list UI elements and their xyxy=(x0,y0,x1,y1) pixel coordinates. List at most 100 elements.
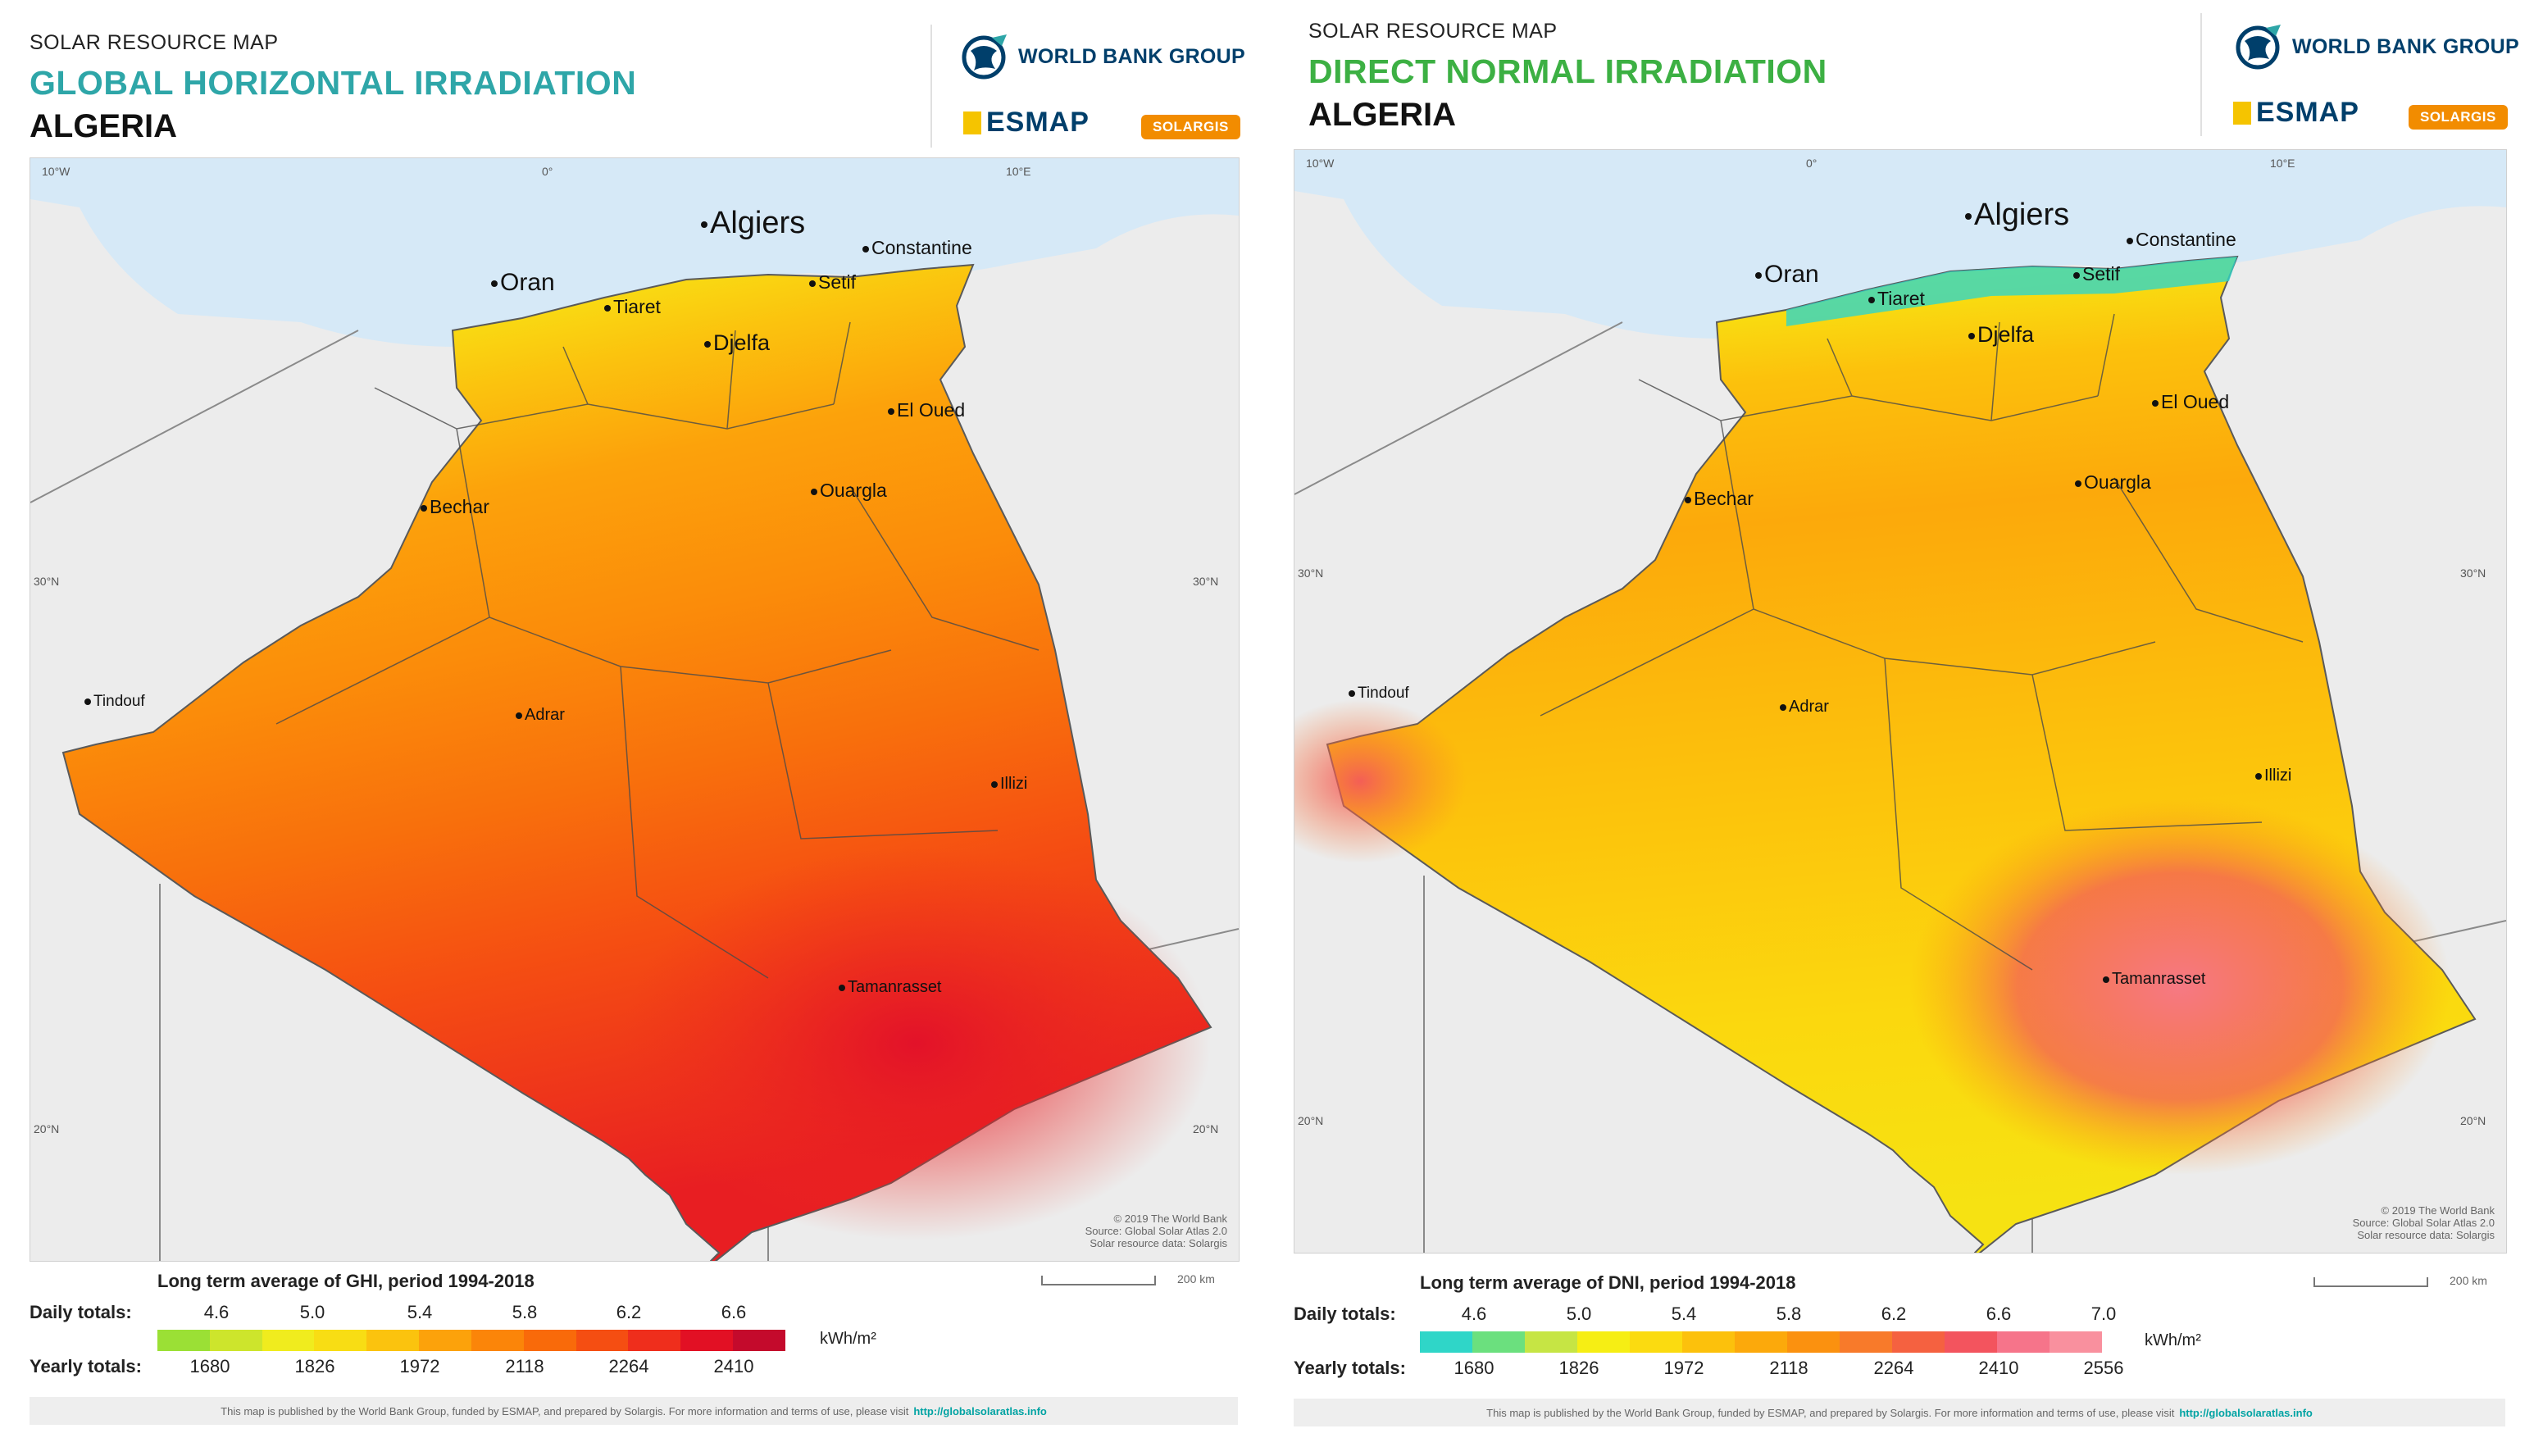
header-divider xyxy=(2200,13,2202,136)
footer-link[interactable]: http://globalsolaratlas.info xyxy=(913,1404,1047,1417)
legend-color-swatch xyxy=(471,1330,524,1351)
footer-link[interactable]: http://globalsolaratlas.info xyxy=(2179,1406,2313,1419)
yearly-value: 2118 xyxy=(1769,1358,1808,1378)
legend-color-swatch xyxy=(575,1330,629,1351)
legend-color-swatch xyxy=(366,1330,420,1351)
dni-map-panel: SOLAR RESOURCE MAP DIRECT NORMAL IRRADIA… xyxy=(1279,0,2534,1456)
yearly-value: 1826 xyxy=(294,1356,335,1376)
esmap-logo: ESMAP xyxy=(963,107,1090,139)
legend-color-swatch xyxy=(1682,1331,1735,1353)
world-bank-logo: WORLD BANK GROUP xyxy=(959,33,1245,80)
world-bank-name: WORLD BANK GROUP xyxy=(1018,44,1246,68)
lat-label-30n-west: 30°N xyxy=(34,575,60,588)
lon-label-10w: 10°W xyxy=(42,165,71,178)
yearly-value: 1680 xyxy=(1454,1358,1494,1378)
scale-label: 200 km xyxy=(2450,1274,2487,1287)
legend-unit: kWh/m² xyxy=(820,1330,876,1348)
legend-color-swatch xyxy=(523,1330,576,1351)
credit-line: Solar resource data: Solargis xyxy=(1090,1237,1227,1249)
city-algiers: Algiers xyxy=(701,206,805,241)
map-supertitle: SOLAR RESOURCE MAP xyxy=(1308,20,1558,43)
city-djelfa: Djelfa xyxy=(704,330,770,356)
lon-label-0: 0° xyxy=(542,165,553,178)
city-tindouf: Tindouf xyxy=(84,693,145,711)
dni-map xyxy=(1294,150,2506,1253)
lat-label-20n-east: 20°N xyxy=(1193,1122,1219,1135)
globe-icon xyxy=(2236,25,2281,70)
legend-color-swatch xyxy=(2049,1331,2102,1353)
daily-value: 5.8 xyxy=(1776,1304,1802,1324)
legend-color-swatch xyxy=(1787,1331,1840,1353)
city-tiaret: Tiaret xyxy=(1868,288,1925,310)
city-setif: Setif xyxy=(809,271,856,293)
legend-color-swatch xyxy=(209,1330,262,1351)
daily-totals-label: Daily totals: xyxy=(1294,1304,1396,1324)
city-ouargla: Ouargla xyxy=(811,480,887,502)
city-tiaret: Tiaret xyxy=(604,296,661,318)
globe-icon xyxy=(962,34,1007,80)
credit-line: © 2019 The World Bank xyxy=(2381,1204,2495,1217)
ghi-map xyxy=(30,158,1239,1261)
map-title: GLOBAL HORIZONTAL IRRADIATION xyxy=(30,64,637,102)
legend-color-swatch xyxy=(1525,1331,1577,1353)
city-adrar: Adrar xyxy=(1780,698,1829,717)
map-title: DIRECT NORMAL IRRADIATION xyxy=(1308,52,1827,90)
city-illizi: Illizi xyxy=(991,775,1027,794)
map-credits: © 2019 The World Bank Source: Global Sol… xyxy=(2353,1204,2495,1241)
country-name: ALGERIA xyxy=(1308,97,1456,133)
daily-value: 6.6 xyxy=(1986,1304,2012,1324)
daily-value: 5.0 xyxy=(299,1302,325,1322)
lat-label-30n-east: 30°N xyxy=(1193,575,1219,588)
solargis-logo: SOLARGIS xyxy=(1141,115,1240,139)
city-oran: Oran xyxy=(1755,261,1819,289)
hot-zone-overlay xyxy=(1909,798,2450,1175)
yearly-totals-label: Yearly totals: xyxy=(1294,1358,1406,1378)
city-setif: Setif xyxy=(2073,263,2120,285)
province-borders xyxy=(1540,313,2304,971)
lat-label-20n-east: 20°N xyxy=(2460,1114,2486,1127)
map-credits: © 2019 The World Bank Source: Global Sol… xyxy=(1085,1213,1227,1249)
hot-zone-overlay xyxy=(621,847,1211,1240)
city-bechar: Bechar xyxy=(421,496,489,518)
credit-line: Solar resource data: Solargis xyxy=(2357,1229,2495,1241)
yearly-value: 1826 xyxy=(1558,1358,1599,1378)
legend-title: Long term average of GHI, period 1994-20… xyxy=(157,1271,535,1291)
legend-color-scale xyxy=(157,1330,785,1351)
lat-label-30n-west: 30°N xyxy=(1298,566,1324,580)
city-bechar: Bechar xyxy=(1685,488,1754,510)
daily-totals-label: Daily totals: xyxy=(30,1302,132,1322)
footer-text: This map is published by the World Bank … xyxy=(221,1404,909,1417)
lat-label-30n-east: 30°N xyxy=(2460,566,2486,580)
mediterranean-sea xyxy=(30,158,1239,347)
yearly-value: 1680 xyxy=(189,1356,230,1376)
legend-color-swatch xyxy=(1630,1331,1682,1353)
daily-value: 5.0 xyxy=(1566,1304,1592,1324)
daily-value: 6.6 xyxy=(721,1302,747,1322)
daily-value: 6.2 xyxy=(616,1302,642,1322)
map-supertitle: SOLAR RESOURCE MAP xyxy=(30,31,279,54)
solargis-logo: SOLARGIS xyxy=(2409,105,2508,130)
esmap-name: ESMAP xyxy=(2256,97,2359,128)
city-ouargla: Ouargla xyxy=(2075,471,2151,494)
credit-line: Source: Global Solar Atlas 2.0 xyxy=(2352,1217,2495,1229)
legend-color-swatch xyxy=(733,1330,785,1351)
legend-color-swatch xyxy=(680,1330,734,1351)
scale-label: 200 km xyxy=(1177,1272,1215,1285)
legend-color-swatch xyxy=(262,1330,315,1351)
map-header: SOLAR RESOURCE MAP GLOBAL HORIZONTAL IRR… xyxy=(0,0,1262,156)
scale-bar xyxy=(2313,1277,2428,1287)
yearly-value: 1972 xyxy=(1663,1358,1704,1378)
legend-color-swatch xyxy=(1577,1331,1630,1353)
lon-label-10e: 10°E xyxy=(2270,157,2295,170)
city-tamanrasset: Tamanrasset xyxy=(2103,970,2206,989)
daily-value: 5.4 xyxy=(1671,1304,1697,1324)
city-el-oued: El Oued xyxy=(888,399,965,421)
yearly-value: 2556 xyxy=(2083,1358,2124,1378)
map-footer: This map is published by the World Bank … xyxy=(30,1397,1238,1425)
esmap-logo: ESMAP xyxy=(2233,97,2359,129)
city-constantine: Constantine xyxy=(862,237,972,259)
legend-color-swatch xyxy=(1472,1331,1525,1353)
legend-color-swatch xyxy=(1840,1331,1892,1353)
legend-color-swatch xyxy=(1420,1331,1472,1353)
daily-value: 4.6 xyxy=(1461,1304,1487,1324)
